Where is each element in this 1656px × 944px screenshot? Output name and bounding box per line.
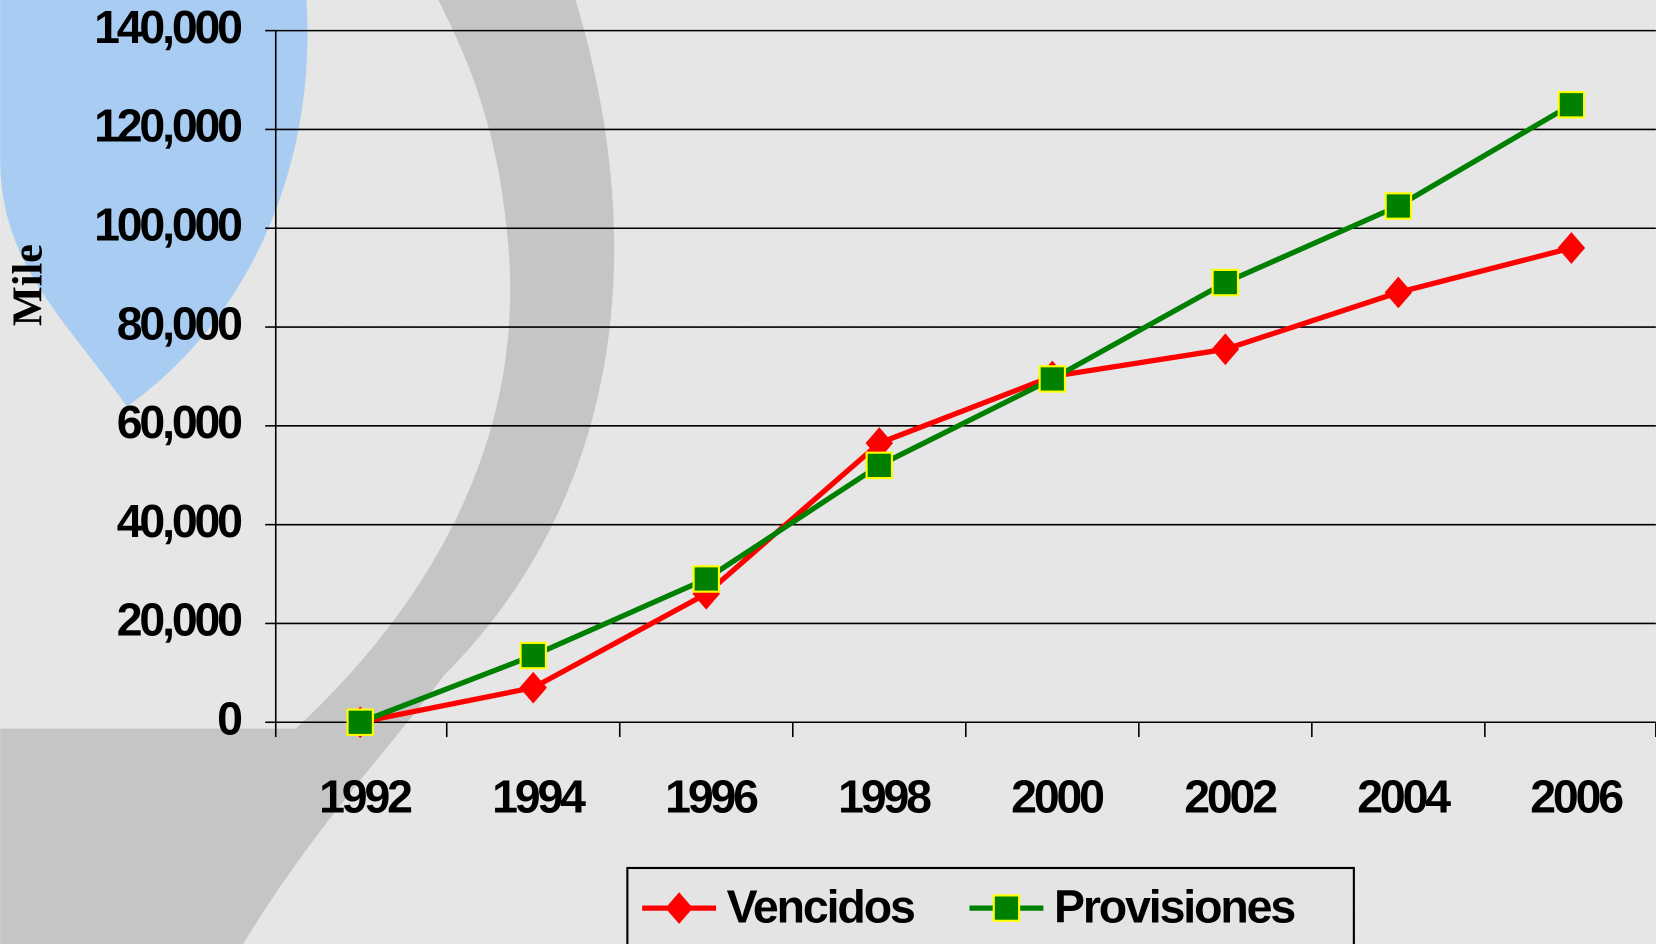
decor-gray <box>0 0 615 944</box>
x-tick-label: 2000 <box>1011 771 1103 823</box>
y-tick-label: 120,000 <box>94 100 241 152</box>
x-tick-label: 1994 <box>492 771 586 823</box>
x-tick-label: 2004 <box>1357 771 1451 823</box>
y-tick-label: 140,000 <box>94 1 241 53</box>
x-tick-label: 1992 <box>319 771 411 823</box>
x-tick-label: 1998 <box>838 771 931 823</box>
y-tick-label: 40,000 <box>117 495 241 547</box>
y-tick-label: 100,000 <box>94 198 241 250</box>
y-tick-label: 0 <box>217 693 241 745</box>
line-series <box>359 245 1573 725</box>
marker-diamond <box>1384 276 1413 309</box>
line-series <box>359 102 1573 725</box>
marker-square <box>1038 365 1067 393</box>
legend-label: Provisiones <box>1054 880 1294 932</box>
marker-square <box>692 565 720 593</box>
marker-square <box>1384 192 1413 220</box>
marker-diamond <box>1557 232 1586 264</box>
marker-diamond <box>865 427 894 459</box>
x-tick-label: 2006 <box>1530 771 1623 823</box>
y-tick-label: 60,000 <box>117 396 241 448</box>
y-tick-label: 20,000 <box>117 594 241 646</box>
x-tick-label: 2002 <box>1184 771 1276 823</box>
marker-square <box>1211 268 1240 297</box>
marker-square <box>346 708 374 736</box>
marker-square <box>992 894 1021 922</box>
y-axis-label: Mile <box>5 244 52 326</box>
y-tick-label: 80,000 <box>117 297 241 349</box>
marker-diamond <box>1211 333 1240 366</box>
decor-blue <box>0 0 308 407</box>
marker-square <box>1557 90 1586 119</box>
legend-label: Vencidos <box>727 880 914 932</box>
marker-square <box>519 641 547 670</box>
x-tick-label: 1996 <box>665 771 758 823</box>
marker-square <box>865 451 894 480</box>
